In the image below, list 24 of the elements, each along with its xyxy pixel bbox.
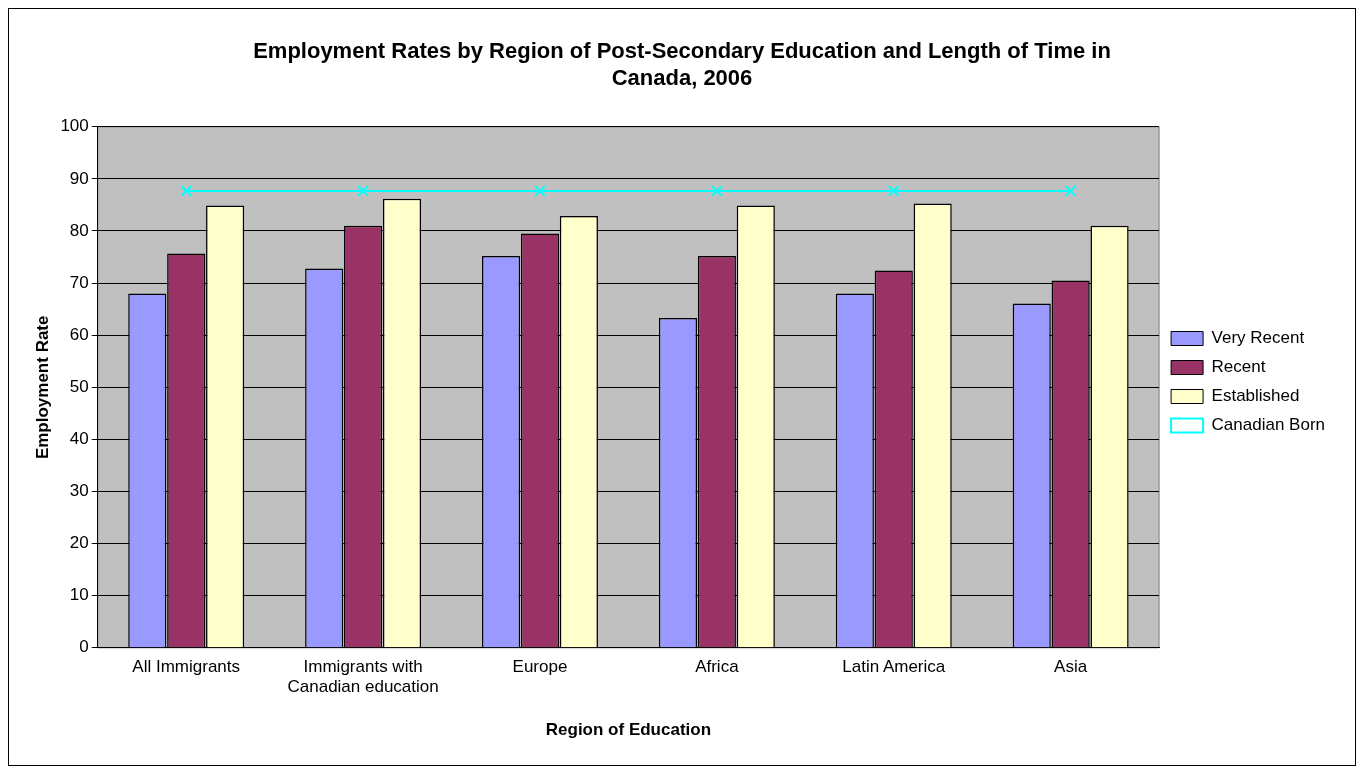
x-tick-label: All Immigrants: [132, 656, 241, 676]
y-tick-label: 30: [69, 481, 89, 501]
y-axis-title: Employment Rate: [32, 315, 52, 460]
legend-label: Recent: [1211, 357, 1266, 377]
y-tick-label: 100: [60, 116, 89, 136]
y-tick-label: 80: [69, 220, 89, 240]
y-tick-label: 50: [69, 376, 89, 396]
chart-title: Employment Rates by Region of Post-Secondary Education and Length of Time in Canada, 2006: [253, 38, 1111, 90]
y-tick-label: 40: [69, 429, 89, 449]
x-tick-label: Europe: [512, 656, 568, 676]
x-tick-label: Asia: [1054, 656, 1088, 676]
x-tick-label: Immigrants with Canadian education: [287, 656, 439, 697]
x-tick-label: Africa: [695, 656, 740, 676]
x-axis-title: Region of Education: [545, 720, 712, 740]
legend-label: Established: [1211, 386, 1300, 406]
legend-label: Canadian Born: [1211, 415, 1326, 435]
y-tick-label: 70: [69, 272, 89, 292]
y-tick-label: 90: [69, 168, 89, 188]
y-tick-label: 0: [79, 637, 89, 657]
y-tick-label: 10: [69, 585, 89, 605]
x-tick-label: Latin America: [842, 656, 946, 676]
y-tick-label: 20: [69, 533, 89, 553]
y-tick-label: 60: [69, 324, 89, 344]
legend-label: Very Recent: [1211, 328, 1305, 348]
